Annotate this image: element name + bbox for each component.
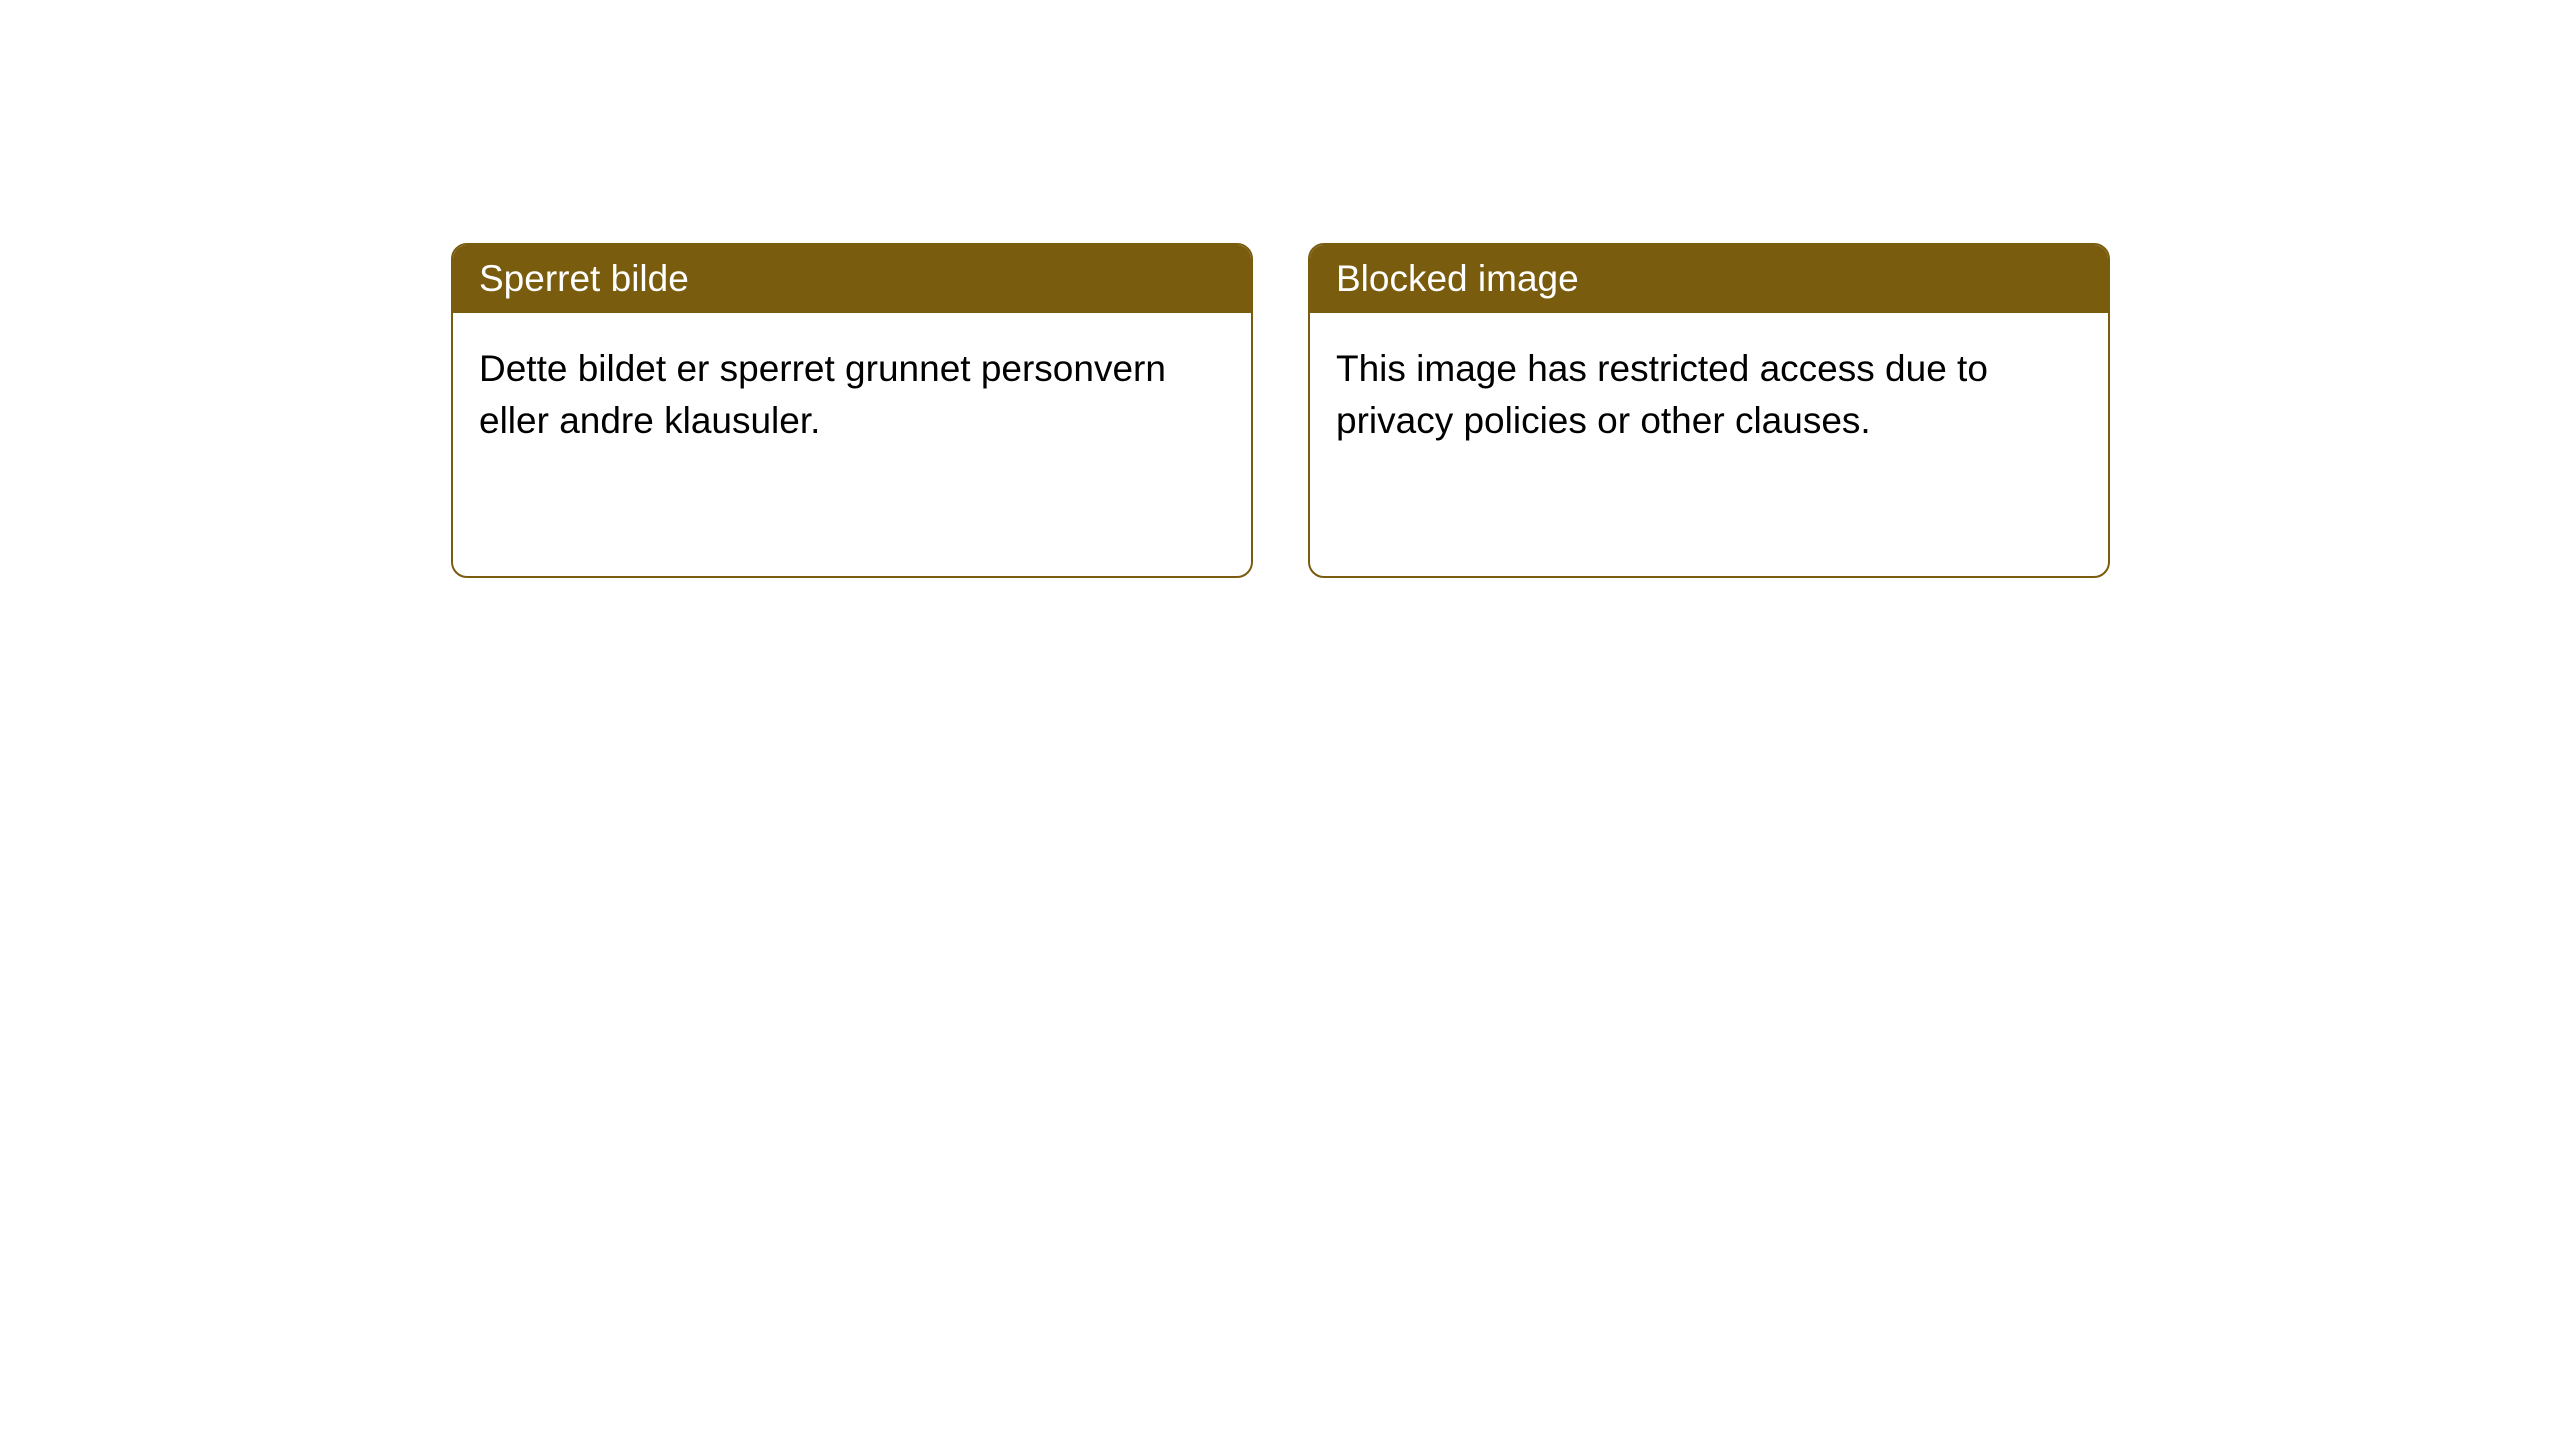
card-body-norwegian: Dette bildet er sperret grunnet personve…	[453, 313, 1251, 477]
card-header-norwegian: Sperret bilde	[453, 245, 1251, 313]
notice-card-norwegian: Sperret bilde Dette bildet er sperret gr…	[451, 243, 1253, 578]
card-header-english: Blocked image	[1310, 245, 2108, 313]
notice-cards-container: Sperret bilde Dette bildet er sperret gr…	[451, 243, 2110, 578]
notice-card-english: Blocked image This image has restricted …	[1308, 243, 2110, 578]
card-body-english: This image has restricted access due to …	[1310, 313, 2108, 477]
